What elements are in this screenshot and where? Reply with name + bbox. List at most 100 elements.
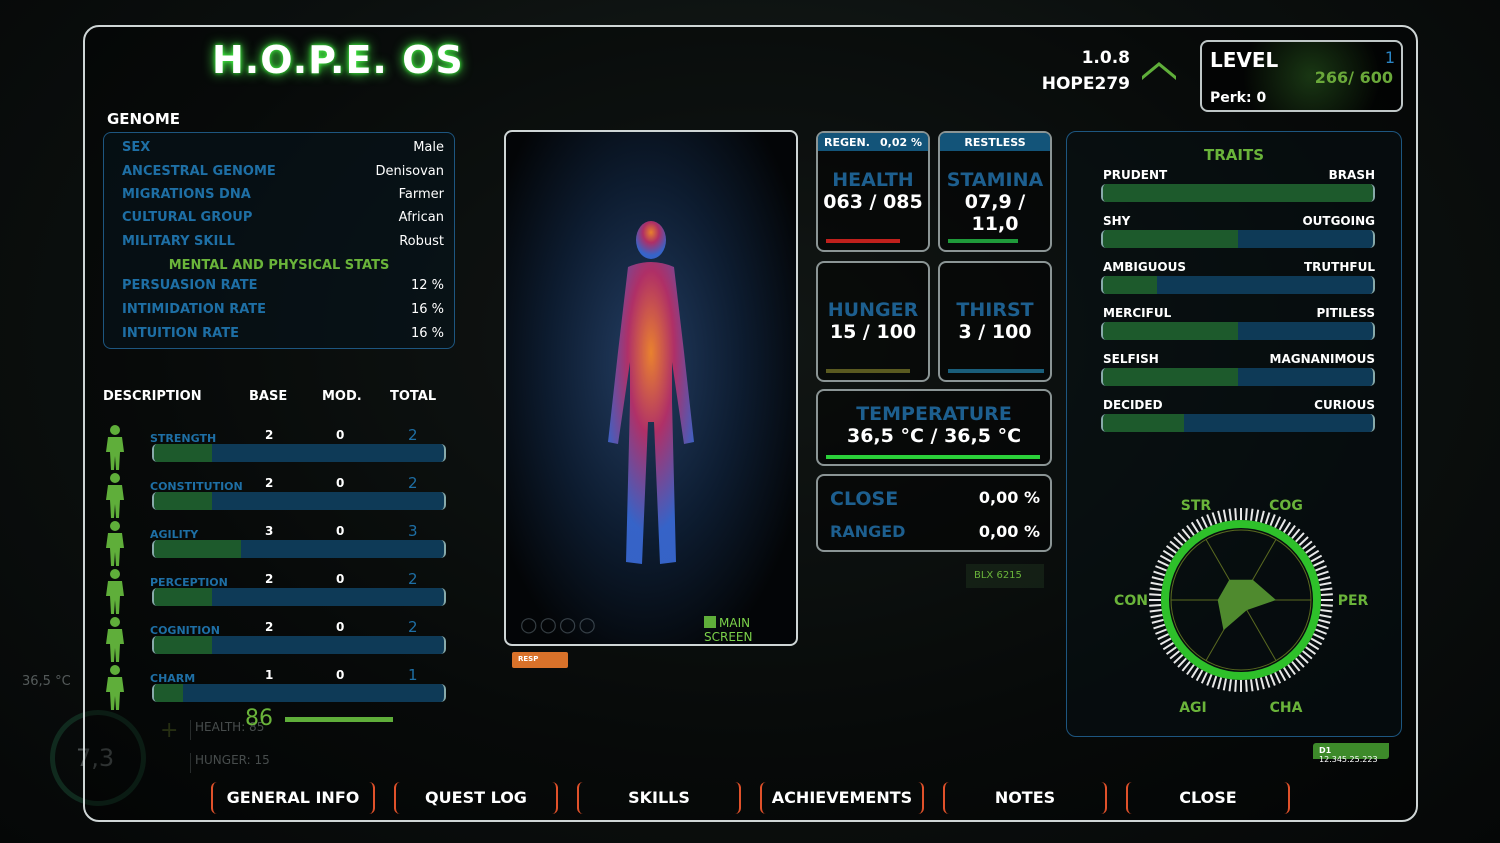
bg-temperature: 36,5 °C [22, 674, 71, 689]
attribute-row-constitution: CONSTITUTION 2 0 2 [100, 473, 450, 528]
genome-row: MILITARY SKILL Robust [122, 234, 444, 254]
radar-tick [1245, 508, 1248, 521]
app-title: H.O.P.E. OS [212, 38, 464, 82]
radar-tick [1228, 508, 1232, 521]
radar-tick [1159, 554, 1172, 563]
radar-label-per: PER [1338, 593, 1369, 609]
attribute-total: 2 [408, 570, 418, 588]
trait-bar [1101, 414, 1375, 432]
radar-tick [1162, 549, 1174, 558]
attribute-bar-fill [154, 444, 212, 462]
version: 1.0.8 [1081, 48, 1130, 68]
radar-tick [1173, 536, 1184, 546]
stat-row: INTUITION RATE 16 % [122, 326, 444, 346]
radar-tick [1151, 618, 1164, 624]
main-screen-icon [704, 616, 716, 628]
radar-tick [1177, 657, 1187, 668]
stat-key: INTIMIDATION RATE [122, 302, 267, 317]
radar-tick [1190, 521, 1199, 533]
radar-tick [1157, 559, 1170, 567]
radar-tick [1149, 593, 1162, 596]
radar-tick [1259, 510, 1265, 523]
attribute-base: 2 [265, 476, 274, 490]
trait-right: CURIOUS [1314, 398, 1375, 412]
trait-bar [1101, 322, 1375, 340]
radar-tick [1149, 609, 1162, 613]
genome-key: CULTURAL GROUP [122, 210, 253, 225]
radar-tick [1186, 664, 1195, 676]
trait-bar [1101, 230, 1375, 248]
radar-tick [1320, 604, 1333, 607]
nav-general-info[interactable]: GENERAL INFO [211, 782, 375, 814]
trait-bar-fill [1103, 184, 1373, 202]
genome-panel: SEX Male ANCESTRAL GENOME Denisovan MIGRAT… [103, 132, 455, 349]
stat-value: 16 % [410, 302, 444, 317]
trait-right: TRUTHFUL [1304, 260, 1375, 274]
combat-card: CLOSE 0,00 % RANGED 0,00 % [816, 474, 1052, 552]
bg-health-plus-icon: + [160, 718, 179, 743]
radar-tick [1269, 514, 1276, 526]
attribute-bar-fill [154, 636, 212, 654]
scan-counter: ○○○○ [520, 612, 598, 636]
radar-tick [1319, 614, 1332, 619]
attribute-row-charm: CHARM 1 0 1 [100, 665, 450, 720]
radar-tick [1287, 524, 1296, 536]
nav-quest-log[interactable]: QUEST LOG [394, 782, 558, 814]
bg-hunger-readout: HUNGER: 15 [190, 753, 330, 773]
nav-notes[interactable]: NOTES [943, 782, 1107, 814]
radar-tick [1283, 667, 1292, 679]
trait-left: PRUDENT [1103, 168, 1168, 182]
col-description: DESCRIPTION [103, 389, 202, 404]
radar-tick [1159, 637, 1172, 646]
attribute-row-perception: PERCEPTION 2 0 2 [100, 569, 450, 624]
restless-header: RESTLESS [940, 133, 1050, 151]
trait-bar-fill [1103, 368, 1238, 386]
genome-key: SEX [122, 140, 151, 155]
radar-tick [1310, 554, 1323, 563]
stamina-label: STAMINA [946, 169, 1044, 191]
stat-value: 16 % [410, 326, 444, 341]
radar-tick [1269, 674, 1276, 686]
radar-tick [1173, 654, 1184, 664]
radar-tick [1206, 514, 1213, 526]
radar-tick [1211, 675, 1218, 688]
attribute-name: CHARM [150, 672, 196, 685]
radar-tick [1305, 646, 1317, 655]
nav-skills[interactable]: SKILLS [577, 782, 741, 814]
trait-bar-fill [1103, 230, 1238, 248]
level-up-chevron-icon [1142, 62, 1176, 80]
radar-label-agi: AGI [1179, 700, 1207, 716]
radar-tick [1150, 614, 1163, 619]
radar-tick [1211, 512, 1218, 525]
radar-tick [1316, 623, 1329, 630]
thirst-value: 3 / 100 [958, 321, 1032, 343]
perk-count: Perk: 0 [1210, 90, 1267, 106]
genome-row: CULTURAL GROUP African [122, 210, 444, 230]
radar-tick [1255, 509, 1260, 522]
stat-row: INTIMIDATION RATE 16 % [122, 302, 444, 322]
main-screen-label[interactable]: MAIN SCREEN [704, 616, 796, 644]
attribute-mod: 0 [336, 428, 345, 442]
stamina-value: 07,9 / 11,0 [964, 191, 1026, 235]
bg-gauge-ring [50, 710, 146, 806]
stamina-card: RESTLESS STAMINA 07,9 / 11,0 [938, 131, 1052, 252]
attribute-mod: 0 [336, 668, 345, 682]
radar-tick [1217, 677, 1223, 690]
ranged-label: RANGED [830, 522, 906, 541]
attribute-row-strength: STRENGTH 2 0 2 [100, 425, 450, 480]
trait-right: MAGNANIMOUS [1269, 352, 1375, 366]
nav-close[interactable]: CLOSE [1126, 782, 1290, 814]
traits-panel: TRAITS PRUDENT BRASH SHY OUTGOING AMBIGUOU… [1066, 131, 1402, 737]
traits-title: TRAITS [1203, 146, 1264, 164]
radar-tick [1315, 628, 1327, 635]
health-card: REGEN. 0,02 % HEALTH 063 / 085 [816, 131, 930, 252]
attribute-base: 2 [265, 428, 274, 442]
attribute-bar [152, 540, 446, 558]
regen-header: REGEN. 0,02 % [818, 133, 928, 151]
radar-tick [1319, 581, 1332, 586]
bg-data-bar [285, 717, 393, 722]
nav-achievements[interactable]: ACHIEVEMENTS [760, 782, 924, 814]
body-scan-panel: MAIN SCREEN ○○○○ [504, 130, 798, 646]
attribute-bar-fill [154, 684, 183, 702]
radar-tick [1177, 532, 1187, 543]
